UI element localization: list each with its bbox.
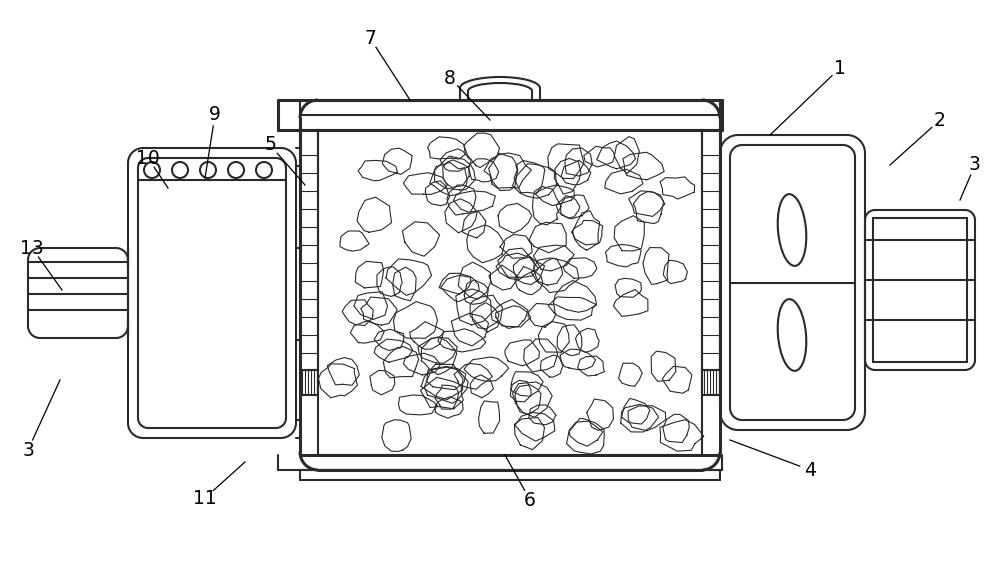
Text: 3: 3 (22, 441, 34, 460)
Text: 1: 1 (834, 58, 846, 78)
Text: 11: 11 (193, 489, 217, 508)
Text: 8: 8 (444, 68, 456, 87)
Text: 2: 2 (934, 111, 946, 130)
Bar (300, 370, 318, 395)
Bar (300, 130, 318, 370)
Text: 4: 4 (804, 460, 816, 479)
Bar (318, 130, 702, 455)
Text: 9: 9 (209, 105, 221, 124)
Text: 5: 5 (264, 135, 276, 155)
Bar (702, 130, 720, 370)
Text: 3: 3 (969, 156, 981, 174)
Text: 10: 10 (136, 148, 160, 167)
Bar (702, 370, 720, 395)
Text: 13: 13 (20, 239, 44, 258)
Text: 6: 6 (524, 490, 536, 510)
Bar (873, 218, 967, 362)
Text: 7: 7 (364, 28, 376, 47)
